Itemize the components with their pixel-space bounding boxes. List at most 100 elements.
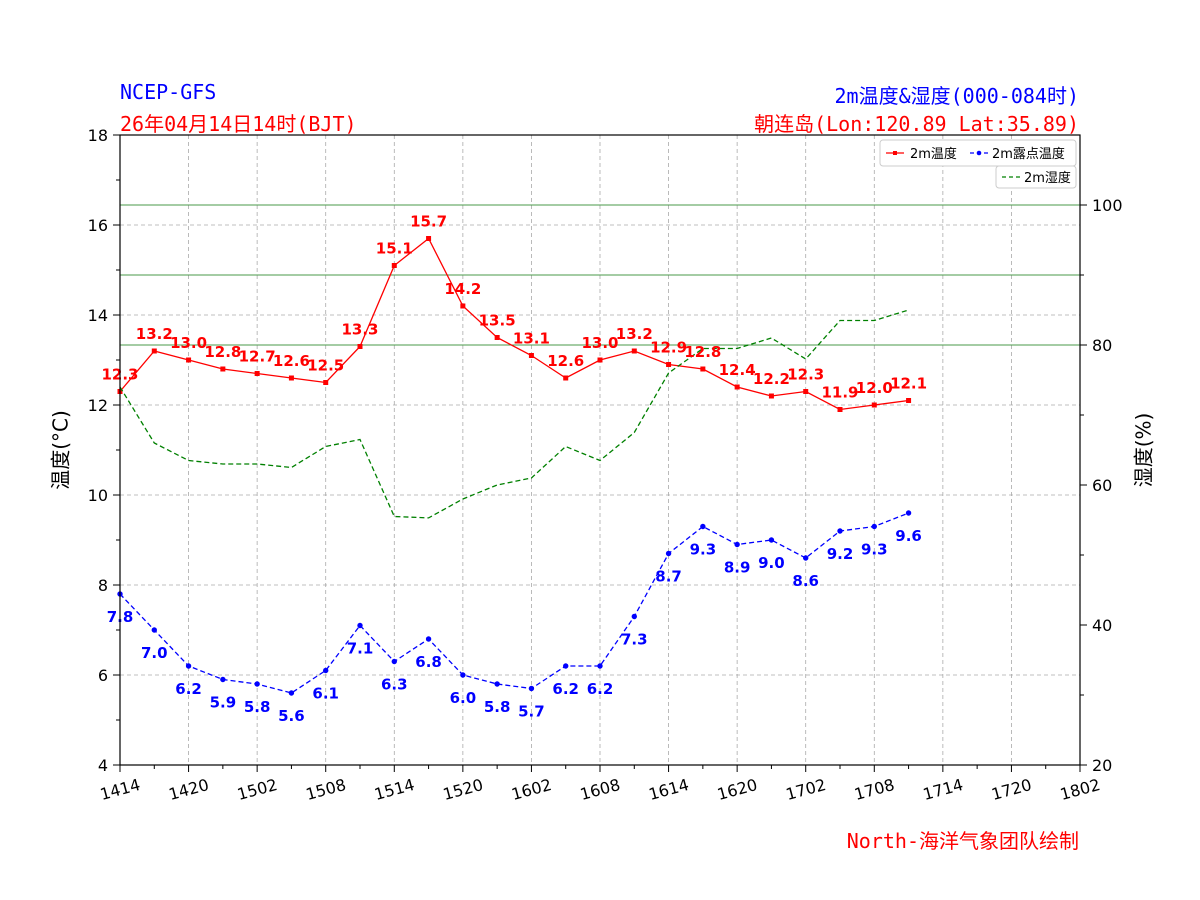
temp-point: [906, 398, 912, 403]
temp-point: [323, 380, 329, 385]
temp-data-label: 13.2: [616, 325, 653, 343]
temp-point: [666, 362, 672, 367]
series-line-1: [119, 512, 909, 694]
x-tick-label: 1614: [647, 775, 691, 804]
x-tick-label: 1514: [372, 775, 416, 804]
x-tick-label: 1602: [509, 775, 553, 804]
temp-point: [528, 353, 534, 358]
series-line-2: [119, 309, 909, 519]
dewpoint-data-label: 7.3: [621, 631, 648, 649]
temp-point: [871, 402, 877, 408]
dewpoint-point: [185, 663, 192, 669]
dewpoint-point: [871, 523, 877, 530]
x-tick-label: 1502: [235, 775, 279, 804]
dewpoint-data-label: 6.1: [312, 685, 339, 703]
temp-data-label: 13.1: [513, 330, 550, 348]
dewpoint-data-label: 8.9: [724, 559, 751, 577]
model-source: NCEP-GFS: [120, 80, 217, 104]
temp-point: [460, 303, 466, 309]
dewpoint-data-label: 9.2: [827, 545, 854, 563]
legend-rh-label: 2m湿度: [1024, 170, 1071, 186]
temp-data-label: 11.9: [821, 384, 858, 402]
dewpoint-data-label: 6.3: [381, 676, 408, 694]
dewpoint-point: [597, 663, 603, 669]
temp-data-label: 12.5: [307, 357, 344, 375]
temp-point: [803, 389, 809, 394]
y-left-tick-label: 10: [88, 486, 108, 505]
dewpoint-data-label: 5.6: [278, 707, 305, 725]
legend-box-2: [995, 165, 1077, 189]
temp-point: [391, 263, 397, 268]
dewpoint-point: [323, 667, 329, 674]
y-left-tick-label: 6: [98, 666, 108, 685]
station-location: 朝连岛(Lon:120.89 Lat:35.89): [754, 112, 1079, 136]
temp-data-label: 13.0: [170, 334, 207, 352]
dewpoint-point: [220, 676, 226, 683]
dewpoint-data-label: 8.7: [655, 568, 682, 586]
temp-data-label: 13.3: [341, 321, 378, 339]
dewpoint-data-label: 7.1: [347, 640, 374, 658]
dewpoint-data-label: 5.9: [210, 694, 237, 712]
x-tick-label: 1608: [578, 775, 622, 804]
dewpoint-data-label: 6.0: [450, 689, 477, 707]
temp-point: [220, 366, 226, 372]
dewpoint-data-label: 6.2: [552, 680, 579, 698]
temp-data-label: 14.2: [444, 280, 481, 298]
temp-point: [426, 236, 432, 241]
temp-data-label: 12.8: [684, 343, 721, 361]
data-labels: 12.313.213.012.812.712.612.513.315.115.7…: [101, 213, 927, 726]
dewpoint-point: [837, 528, 843, 534]
temp-point: [357, 344, 363, 349]
dewpoint-point: [563, 663, 569, 669]
dewpoint-point: [357, 622, 363, 629]
legend-temp-label: 2m温度: [910, 146, 957, 162]
y-right-axis-title: 湿度(%): [1132, 413, 1156, 488]
dewpoint-data-label: 6.2: [175, 680, 202, 698]
legend-dew-label: 2m露点温度: [992, 146, 1065, 162]
temp-data-label: 12.3: [787, 366, 824, 384]
temp-data-label: 15.1: [376, 240, 413, 258]
dewpoint-data-label: 7.0: [141, 644, 168, 662]
x-tick-label: 1414: [98, 775, 142, 804]
dewpoint-data-label: 6.2: [587, 680, 614, 698]
credit-text: North-海洋气象团队绘制: [846, 829, 1079, 853]
dewpoint-data-label: 9.0: [758, 554, 785, 572]
temp-data-label: 12.6: [273, 352, 310, 370]
y-right-tick-label: 40: [1092, 616, 1112, 635]
dewpoint-point: [631, 613, 637, 620]
dewpoint-point: [151, 627, 157, 633]
temp-data-label: 12.4: [719, 361, 756, 379]
dewpoint-data-label: 6.8: [415, 653, 442, 671]
dewpoint-data-label: 9.3: [690, 541, 717, 559]
x-tick-label: 1508: [304, 775, 348, 804]
temp-point: [734, 384, 740, 390]
x-tick-label: 1714: [921, 775, 965, 804]
temp-point: [494, 335, 500, 340]
y-left-tick-label: 18: [88, 126, 108, 145]
temp-data-label: 13.2: [136, 325, 173, 343]
dewpoint-point: [905, 510, 912, 516]
temp-data-label: 13.5: [479, 312, 516, 330]
dewpoint-point: [288, 690, 295, 696]
temp-data-label: 12.7: [239, 348, 276, 366]
temp-data-label: 15.7: [410, 213, 447, 231]
temp-data-label: 12.6: [547, 352, 584, 370]
y-left-tick-label: 16: [88, 216, 108, 235]
y-left-axis-title: 温度(°C): [49, 410, 73, 490]
dewpoint-point: [803, 555, 809, 561]
dewpoint-data-label: 9.3: [861, 541, 888, 559]
dewpoint-data-label: 5.8: [244, 698, 271, 716]
humidity-reference-lines: [120, 204, 1080, 346]
dewpoint-point: [700, 523, 706, 530]
temp-data-label: 12.0: [856, 379, 893, 397]
dewpoint-point: [254, 681, 260, 687]
grid-lines: [120, 135, 1080, 765]
dewpoint-point: [460, 672, 466, 678]
y-left-tick-label: 8: [98, 576, 108, 595]
temp-point: [563, 375, 569, 381]
dewpoint-point: [425, 636, 432, 642]
series-lines: [117, 236, 912, 696]
temp-point: [837, 407, 843, 412]
dewpoint-point: [528, 685, 535, 692]
temp-point: [151, 348, 157, 354]
